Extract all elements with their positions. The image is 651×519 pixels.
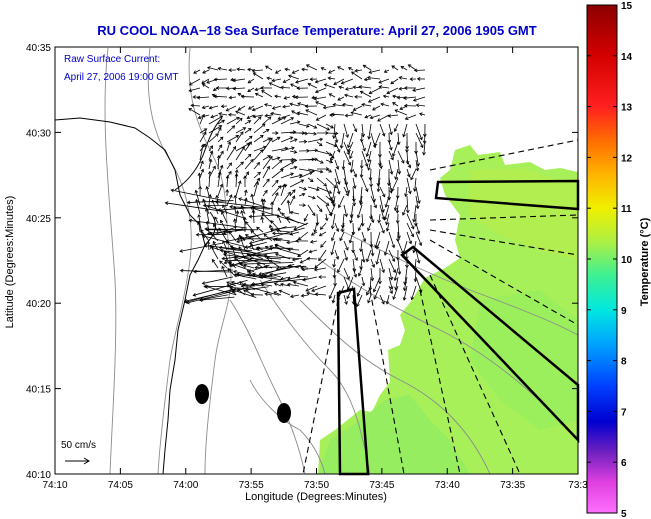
scale-arrow-icon — [65, 457, 90, 465]
x-tick-label: 74:10 — [42, 480, 67, 491]
colorbar-tick-label: 15 — [621, 1, 633, 12]
colorbar-tick-label: 10 — [621, 255, 633, 266]
colorbar-tick-label: 8 — [621, 357, 627, 368]
y-tick-label: 40:35 — [26, 43, 51, 54]
station-marker-1 — [195, 384, 209, 404]
radial-dashed-lines — [302, 139, 579, 475]
x-tick-label: 74:00 — [173, 480, 198, 491]
colorbar-tick-label: 6 — [621, 458, 627, 469]
colorbar-tick-label: 14 — [621, 52, 633, 63]
colorbar-ticks: 15 14 13 12 11 10 9 8 7 6 5 — [587, 1, 633, 519]
x-tick-label: 73:45 — [369, 480, 394, 491]
colorbar — [586, 4, 618, 514]
current-vectors — [164, 64, 427, 307]
y-tick-label: 40:20 — [26, 299, 51, 310]
colorbar-tick-label: 5 — [621, 509, 627, 519]
x-tick-label: 73:50 — [304, 480, 329, 491]
sst-field — [318, 145, 578, 474]
x-tick-label: 74:05 — [108, 480, 133, 491]
scale-label: 50 cm/s — [61, 440, 96, 451]
y-axis-label: Latitude (Degrees:Minutes) — [4, 196, 16, 329]
x-tick-label: 73:55 — [239, 480, 264, 491]
x-tick-label: 73:35 — [500, 480, 525, 491]
x-tick-label: 73:3 — [568, 480, 588, 491]
map-title: RU COOL NOAA−18 Sea Surface Temperature:… — [97, 23, 536, 38]
x-tick-label: 73:40 — [435, 480, 460, 491]
colorbar-tick-label: 7 — [621, 407, 627, 418]
y-tick-label: 40:10 — [26, 470, 51, 481]
y-tick-label: 40:30 — [26, 128, 51, 139]
station-marker-2 — [277, 403, 291, 423]
colorbar-tick-label: 9 — [621, 306, 627, 317]
y-tick-label: 40:15 — [26, 385, 51, 396]
x-axis-ticks: 74:10 74:05 74:00 73:55 73:50 73:45 73:40 73:35… — [42, 47, 588, 491]
y-tick-label: 40:25 — [26, 214, 51, 225]
colorbar-label: Temperature (°C) — [639, 217, 651, 306]
bathymetry-contours — [104, 47, 579, 475]
legend-line-1: Raw Surface Current: — [64, 54, 160, 65]
x-axis-label: Longitude (Degrees:Minutes) — [245, 491, 387, 503]
y-axis-ticks: 40:35 40:30 40:25 40:20 40:15 40:10 — [26, 43, 578, 481]
colorbar-tick-label: 11 — [621, 204, 632, 215]
legend-line-2: April 27, 2006 19:00 GMT — [64, 72, 179, 83]
colorbar-tick-label: 12 — [621, 153, 633, 164]
colorbar-tick-label: 13 — [621, 103, 633, 114]
